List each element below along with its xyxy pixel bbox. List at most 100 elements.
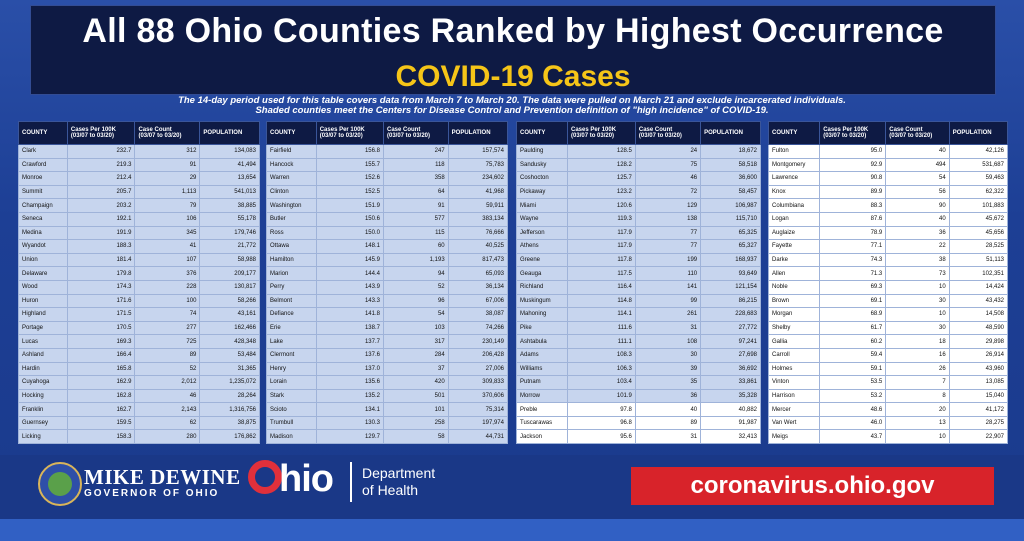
county-cell: Holmes xyxy=(767,361,821,377)
county-cell: Licking xyxy=(18,429,68,445)
county-cell: Harrison xyxy=(767,388,821,404)
population-cell: 40,882 xyxy=(700,402,761,417)
county-cell: Franklin xyxy=(18,402,68,417)
rate-cell: 150.6 xyxy=(315,211,384,227)
rate-cell: 143.3 xyxy=(315,293,384,309)
count-cell: 228 xyxy=(134,279,201,295)
population-cell: 27,698 xyxy=(700,347,761,363)
population-cell: 27,006 xyxy=(447,361,509,377)
population-cell: 162,466 xyxy=(199,320,260,336)
rate-cell: 212.4 xyxy=(66,171,136,186)
ohio-logo-text: hio xyxy=(279,458,334,500)
count-cell: 46 xyxy=(634,171,702,186)
rate-cell: 77.1 xyxy=(819,239,887,254)
table-row: Lawrence 90.8 54 59,463 xyxy=(767,171,1009,186)
ohio-logo: hio xyxy=(248,458,344,506)
count-cell: 52 xyxy=(382,279,449,295)
population-cell: 58,518 xyxy=(700,157,761,173)
population-cell: 22,907 xyxy=(948,429,1009,445)
county-cell: Clark xyxy=(18,144,68,159)
website-url[interactable]: coronavirus.ohio.gov xyxy=(690,472,935,499)
table-note: The 14-day period used for this table co… xyxy=(0,96,1024,116)
population-cell: 102,351 xyxy=(948,266,1009,281)
table-row: Harrison 53.2 8 15,040 xyxy=(767,388,1009,404)
column-header-population: POPULATION xyxy=(948,121,1009,145)
population-cell: 36,692 xyxy=(700,361,761,377)
count-cell: 10 xyxy=(885,429,950,445)
county-cell: Vinton xyxy=(767,375,821,390)
rate-cell: 152.5 xyxy=(315,184,384,200)
population-cell: 48,590 xyxy=(948,320,1009,336)
count-cell: 110 xyxy=(634,266,702,281)
footer-divider xyxy=(350,462,352,502)
count-cell: 725 xyxy=(134,334,201,349)
county-cell: Belmont xyxy=(266,293,317,309)
population-cell: 230,149 xyxy=(447,334,509,349)
count-cell: 37 xyxy=(382,361,449,377)
rate-cell: 59.1 xyxy=(819,361,887,377)
rate-cell: 148.1 xyxy=(315,239,384,254)
count-cell: 312 xyxy=(134,144,201,159)
county-cell: Lake xyxy=(266,334,317,349)
county-cell: Fairfield xyxy=(266,144,317,159)
rate-cell: 128.2 xyxy=(567,157,636,173)
column-header-population-label: POPULATION xyxy=(952,130,992,136)
county-cell: Marion xyxy=(266,266,317,281)
table-row: Greene 117.8 199 168,937 xyxy=(515,252,761,268)
rate-cell: 53.5 xyxy=(819,375,887,390)
rate-cell: 117.8 xyxy=(567,252,636,268)
count-cell: 91 xyxy=(134,157,201,173)
rate-cell: 53.2 xyxy=(819,388,887,404)
county-cell: Auglaize xyxy=(767,225,821,241)
table-row: Huron 171.6 100 58,266 xyxy=(18,293,260,309)
population-cell: 55,178 xyxy=(199,211,260,227)
county-cell: Perry xyxy=(266,279,317,295)
count-cell: 35 xyxy=(634,375,702,390)
rate-cell: 95.6 xyxy=(567,429,636,445)
rate-cell: 188.3 xyxy=(66,239,136,254)
county-cell: Washington xyxy=(266,198,317,213)
website-banner[interactable]: coronavirus.ohio.gov xyxy=(631,467,994,505)
county-cell: Medina xyxy=(18,225,68,241)
count-cell: 40 xyxy=(885,144,950,159)
table-row: Muskingum 114.8 99 86,215 xyxy=(515,293,761,309)
county-cell: Logan xyxy=(767,211,821,227)
population-cell: 67,006 xyxy=(447,293,509,309)
column-header-rate-label: Cases Per 100K xyxy=(319,127,365,133)
table-row: Brown 69.1 30 43,432 xyxy=(767,293,1009,309)
county-cell: Seneca xyxy=(18,211,68,227)
rate-cell: 114.8 xyxy=(567,293,636,309)
column-header-population-label: POPULATION xyxy=(451,130,491,136)
county-cell: Summit xyxy=(18,184,68,200)
rate-cell: 232.7 xyxy=(66,144,136,159)
count-cell: 30 xyxy=(885,293,950,309)
column-header-count-sublabel: (03/07 to 03/20) xyxy=(638,133,682,139)
county-cell: Wood xyxy=(18,279,68,295)
county-cell: Guernsey xyxy=(18,415,68,431)
population-cell: 65,093 xyxy=(447,266,509,281)
population-cell: 14,508 xyxy=(948,307,1009,322)
count-cell: 60 xyxy=(382,239,449,254)
count-cell: 501 xyxy=(382,388,449,404)
table-row: Clermont 137.6 284 206,428 xyxy=(266,347,509,363)
county-cell: Scioto xyxy=(266,402,317,417)
rate-cell: 151.9 xyxy=(315,198,384,213)
population-cell: 58,988 xyxy=(199,252,260,268)
rate-cell: 150.0 xyxy=(315,225,384,241)
county-cell: Montgomery xyxy=(767,157,821,173)
column-header-population-label: POPULATION xyxy=(704,130,744,136)
table-row: Vinton 53.5 7 13,085 xyxy=(767,375,1009,390)
table-row: Highland 171.5 74 43,161 xyxy=(18,307,260,322)
count-cell: 2,012 xyxy=(134,375,201,390)
county-cell: Fayette xyxy=(767,239,821,254)
table-row: Williams 106.3 39 36,692 xyxy=(515,361,761,377)
population-cell: 38,885 xyxy=(199,198,260,213)
count-cell: 1,193 xyxy=(382,252,449,268)
table-row: Lorain 135.6 420 309,833 xyxy=(266,375,509,390)
table-row: Madison 129.7 58 44,731 xyxy=(266,429,509,445)
count-cell: 39 xyxy=(634,361,702,377)
county-cell: Knox xyxy=(767,184,821,200)
column-header-rate-sublabel: (03/07 to 03/20) xyxy=(70,133,114,139)
population-cell: 74,266 xyxy=(447,320,509,336)
county-cell: Tuscarawas xyxy=(515,415,569,431)
